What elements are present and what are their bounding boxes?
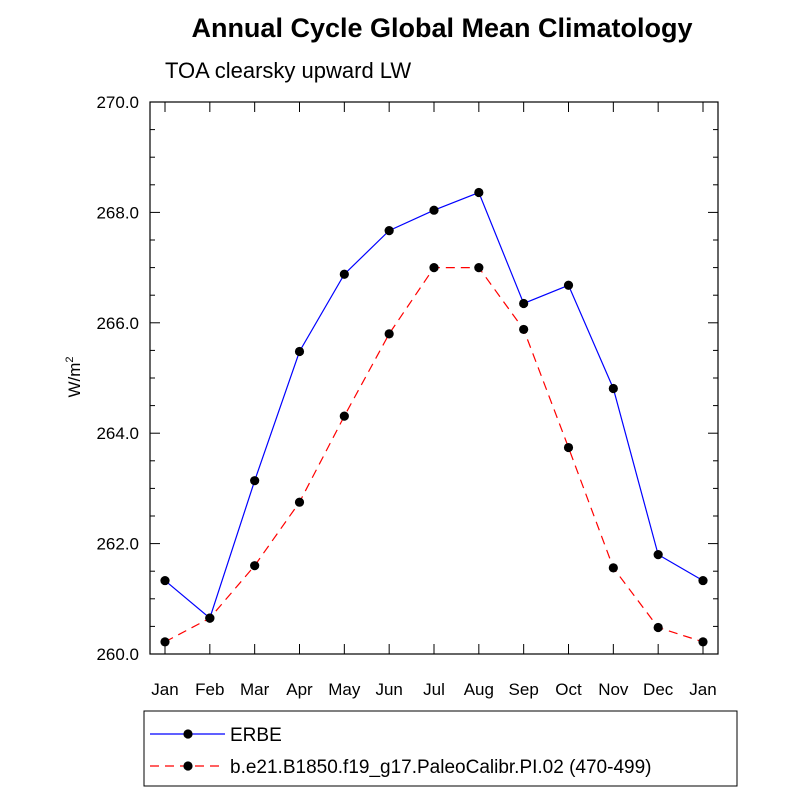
y-axis-label-text: W/m	[65, 363, 84, 398]
x-tick-label: Feb	[195, 680, 224, 699]
data-point-series-0	[608, 383, 618, 394]
data-point-series-0	[294, 346, 305, 357]
y-tick-label: 268.0	[96, 203, 139, 222]
plot-frame	[149, 101, 719, 655]
y-axis-label-superscript: 2	[64, 356, 76, 362]
x-tick-label: Oct	[555, 680, 582, 699]
x-tick-label: Aug	[464, 680, 494, 699]
x-tick-label: Sep	[509, 680, 539, 699]
x-tick-label: Mar	[240, 680, 270, 699]
chart-subtitle: TOA clearsky upward LW	[165, 58, 411, 83]
data-point-series-1	[519, 324, 529, 335]
x-tick-label: Jan	[151, 680, 178, 699]
y-tick-label: 264.0	[96, 424, 139, 443]
legend-label-1: b.e21.B1850.f19_g17.PaleoCalibr.PI.02 (4…	[230, 757, 651, 778]
x-tick-label: May	[328, 680, 361, 699]
legend-marker-0	[183, 729, 193, 739]
data-point-series-0	[474, 187, 484, 198]
data-point-series-1	[160, 637, 170, 647]
data-point-series-0	[384, 226, 394, 236]
data-point-series-0	[429, 205, 439, 215]
x-tick-label: Jan	[689, 680, 716, 699]
x-tick-label: Nov	[598, 680, 629, 699]
data-point-series-0	[339, 269, 349, 279]
data-point-series-0	[160, 575, 170, 586]
data-point-series-0	[250, 476, 260, 486]
data-point-series-1	[698, 637, 708, 647]
data-point-series-1	[563, 442, 574, 453]
data-point-series-0	[563, 280, 574, 290]
data-point-series-1	[339, 411, 349, 421]
data-point-series-1	[384, 329, 394, 339]
data-point-series-0	[519, 298, 529, 309]
y-axis-label: W/m2	[64, 356, 84, 397]
legend-marker-1	[183, 761, 193, 771]
x-tick-label: Apr	[286, 680, 313, 699]
data-point-series-1	[250, 561, 260, 571]
chart-title: Annual Cycle Global Mean Climatology	[191, 13, 692, 43]
y-tick-label: 260.0	[96, 645, 139, 664]
legend-label-0: ERBE	[230, 725, 282, 746]
series-line-0	[164, 191, 704, 620]
y-tick-label: 270.0	[96, 93, 139, 112]
y-tick-label: 266.0	[96, 314, 139, 333]
data-point-series-0	[698, 575, 708, 586]
x-tick-label: Jun	[375, 680, 402, 699]
series-line-1	[164, 267, 704, 643]
y-tick-label: 262.0	[96, 535, 139, 554]
data-point-series-1	[608, 563, 618, 573]
data-point-series-1	[474, 263, 484, 273]
data-point-series-1	[205, 613, 215, 623]
data-point-series-1	[653, 622, 663, 633]
data-point-series-1	[294, 497, 305, 507]
x-tick-label: Dec	[643, 680, 674, 699]
data-point-series-1	[429, 263, 439, 273]
x-tick-label: Jul	[423, 680, 445, 699]
data-point-series-0	[653, 550, 663, 560]
legend-box	[143, 710, 738, 787]
